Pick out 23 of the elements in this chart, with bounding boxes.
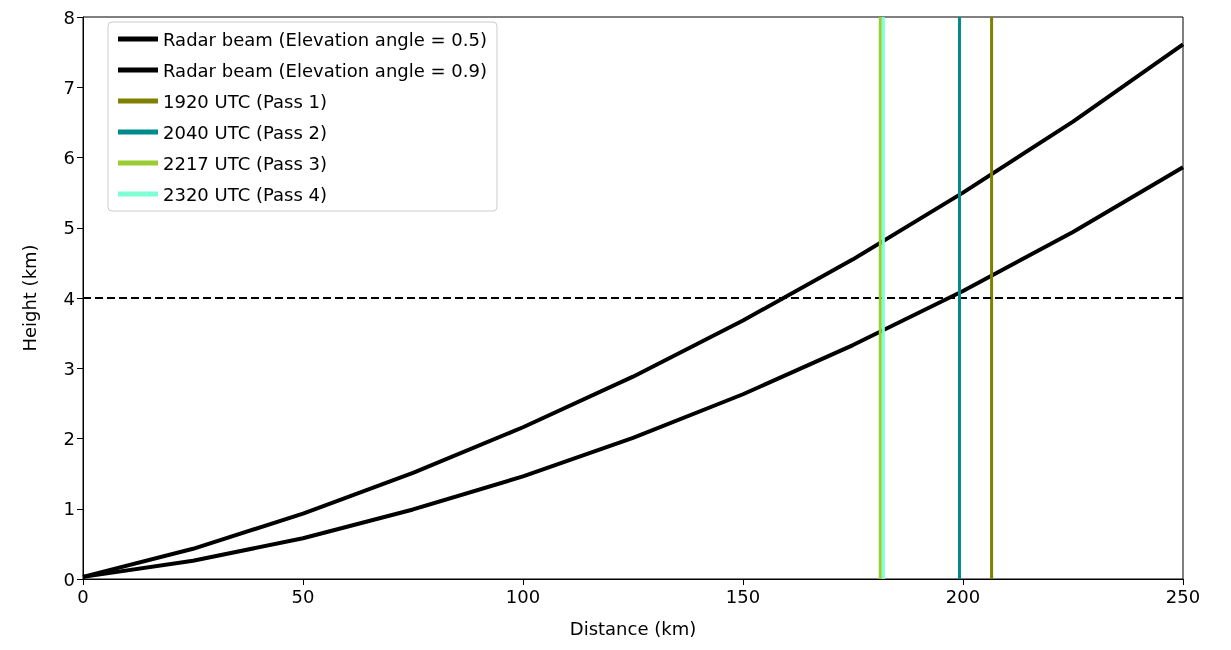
y-tick-label: 8 [63, 6, 75, 28]
x-tick-label: 0 [77, 585, 89, 607]
x-axis-title: Distance (km) [569, 617, 697, 639]
y-tick-label: 6 [63, 147, 75, 168]
y-tick-label: 7 [63, 76, 75, 98]
x-tick-label: 150 [725, 585, 761, 607]
x-tick-label: 100 [505, 585, 541, 607]
y-tick-label: 3 [63, 357, 75, 379]
legend-label: Radar beam (Elevation angle = 0.5) [163, 28, 487, 50]
y-tick-label: 0 [63, 568, 75, 590]
legend-label: 2040 UTC (Pass 2) [163, 121, 327, 143]
legend-label: 1920 UTC (Pass 1) [163, 90, 327, 112]
legend-label: Radar beam (Elevation angle = 0.9) [163, 59, 487, 81]
legend-label: 2217 UTC (Pass 3) [163, 152, 327, 174]
legend-label: 2320 UTC (Pass 4) [163, 183, 327, 205]
y-tick-label: 1 [63, 498, 75, 520]
y-tick-label: 4 [63, 287, 75, 309]
x-tick-label: 50 [291, 585, 315, 607]
y-tick-label: 2 [63, 428, 75, 449]
y-axis-title: Height (km) [18, 244, 40, 352]
x-tick-label: 250 [1165, 585, 1201, 607]
y-tick-label: 5 [63, 217, 75, 239]
x-tick-label: 200 [945, 585, 981, 607]
